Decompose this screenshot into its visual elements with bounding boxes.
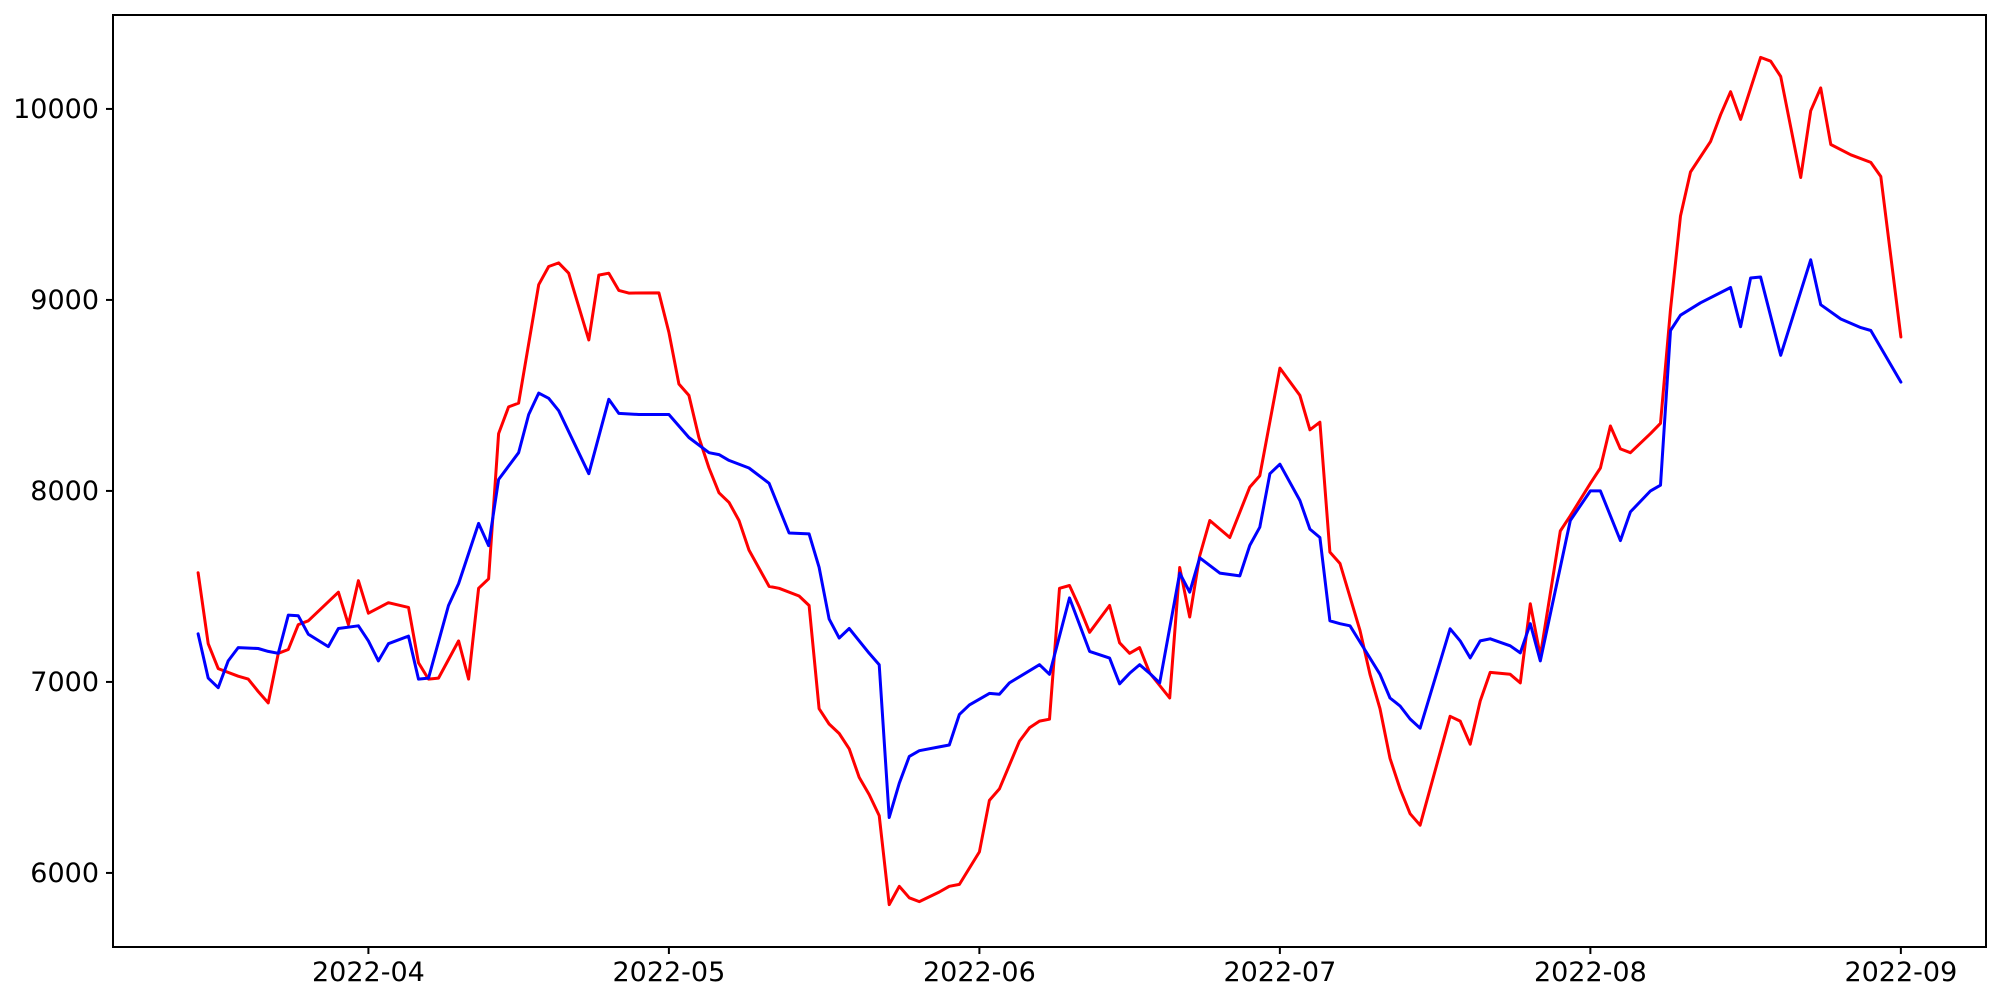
x-tick-label: 2022-04	[312, 957, 425, 988]
y-tick-label: 9000	[30, 285, 99, 316]
y-tick-label: 7000	[30, 667, 99, 698]
y-tick-label: 10000	[13, 94, 99, 125]
y-tick-label: 8000	[30, 476, 99, 507]
x-tick-label: 2022-05	[612, 957, 725, 988]
red-series-line	[196, 55, 1903, 907]
plot-border	[112, 14, 1987, 948]
blue-series-line	[196, 258, 1903, 819]
x-tick-label: 2022-09	[1844, 957, 1957, 988]
x-tick-label: 2022-06	[923, 957, 1036, 988]
y-tick-label: 6000	[30, 858, 99, 889]
x-tick-label: 2022-07	[1223, 957, 1336, 988]
x-tick-label: 2022-08	[1534, 957, 1647, 988]
plot-area	[113, 15, 1986, 947]
